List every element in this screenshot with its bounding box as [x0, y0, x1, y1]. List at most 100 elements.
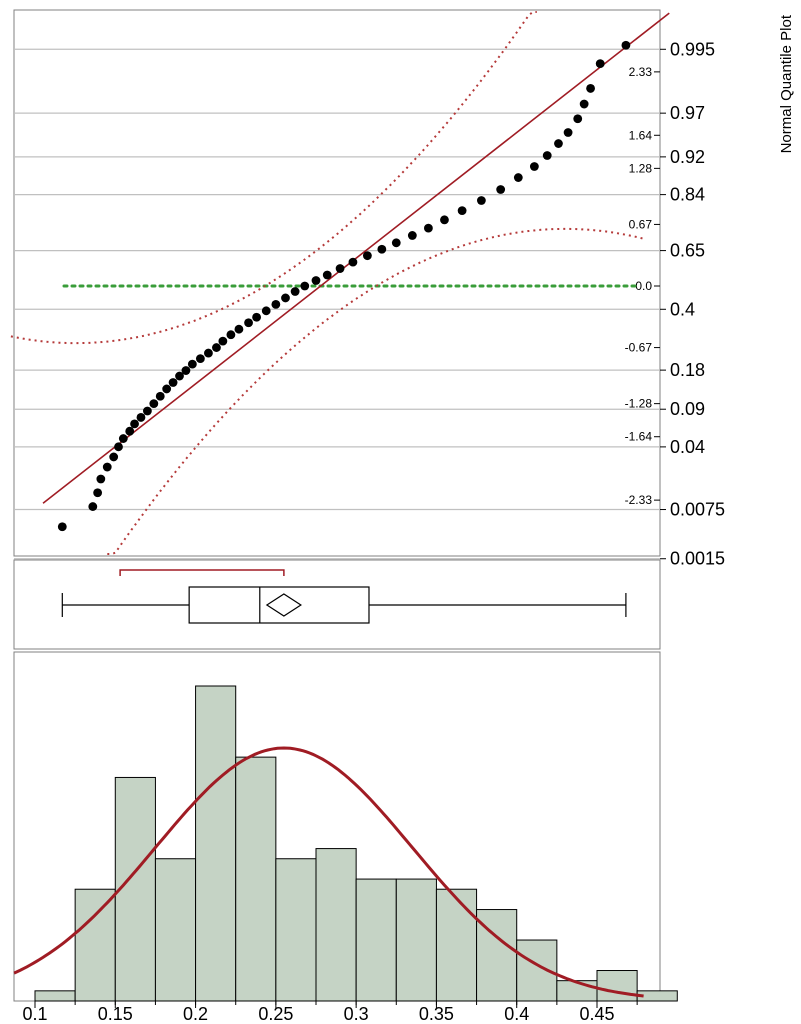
histogram-bar [74, 888, 116, 1002]
quantile-point [195, 354, 205, 364]
z-tick-label: 1.64 [629, 128, 653, 142]
histogram-bar [34, 990, 76, 1002]
z-tick-label: -1.28 [625, 397, 653, 411]
quantile-point [88, 502, 98, 511]
quantile-point [621, 40, 631, 50]
quantile-point [348, 257, 358, 267]
quantile-point [204, 348, 213, 358]
quantile-point [168, 378, 178, 387]
quantile-point [155, 391, 165, 401]
quantile-point [322, 270, 332, 280]
quantile-point [244, 318, 253, 328]
quantile-point [513, 173, 523, 182]
histogram-bar [154, 858, 197, 1002]
box-plot-panel [13, 559, 661, 650]
probability-tick-label: 0.995 [670, 39, 715, 59]
quantile-point [125, 426, 135, 436]
quantile-point [300, 281, 310, 291]
x-axis: 0.1 0.15 0.2 0.25 0.3 0.35 0.4 0.45 [22, 1001, 638, 1024]
x-tick-label: 0.15 [98, 1004, 133, 1024]
quantile-point [93, 488, 103, 498]
quantile-point [149, 399, 159, 409]
quantile-point [496, 185, 506, 194]
quantile-point [476, 196, 486, 205]
quantile-point [136, 413, 146, 422]
quantile-point [271, 299, 281, 309]
probability-tick-label: 0.4 [670, 299, 695, 319]
quantile-point [212, 343, 221, 352]
z-tick-label: -1.64 [625, 430, 653, 444]
probability-tick-label: 0.04 [670, 437, 705, 457]
quantile-point [290, 287, 300, 296]
z-tick-label: 2.33 [629, 65, 653, 79]
x-tick-label: 0.3 [344, 1004, 369, 1024]
probability-tick-label: 0.0015 [670, 549, 725, 569]
z-tick-label: -2.33 [625, 493, 653, 507]
z-tick-label: 1.28 [629, 161, 653, 175]
quantile-point [586, 84, 595, 93]
quantile-point [109, 452, 119, 462]
quantile-point [529, 162, 539, 171]
quantile-point [143, 406, 152, 416]
quantile-point [252, 312, 261, 322]
probability-tick-label: 0.97 [670, 103, 705, 123]
histogram-bar [315, 848, 357, 1002]
quantile-point [440, 215, 449, 225]
histogram-bar [235, 756, 277, 1002]
z-tick-label: -0.67 [625, 341, 653, 355]
quantile-point [554, 139, 563, 148]
quantile-point [579, 99, 589, 109]
quantile-point [57, 522, 67, 532]
x-tick-label: 0.35 [419, 1004, 454, 1024]
z-tick-label: 0.0 [635, 279, 652, 293]
box-plot-frame [13, 559, 661, 650]
probability-tick-label: 0.09 [670, 399, 705, 419]
quantile-point [261, 306, 271, 316]
quantile-point [563, 128, 573, 137]
histogram-bar [435, 888, 478, 1002]
shortest-half-bracket [119, 569, 285, 576]
quantile-point [391, 238, 401, 248]
histogram-panel [13, 651, 678, 1002]
quantile-point [457, 206, 467, 216]
probability-tick-label: 0.92 [670, 147, 705, 167]
x-tick-label: 0.45 [579, 1004, 614, 1024]
quantile-point [226, 330, 236, 340]
quantile-point [181, 366, 191, 375]
quantile-point [335, 264, 345, 273]
histogram-bar [355, 878, 397, 1002]
quantile-point [234, 324, 244, 334]
quantile-plot-panel: 0.9950.970.920.840.650.40.180.090.040.00… [10, 9, 725, 569]
mean-diamond [265, 593, 302, 617]
quantile-point [595, 59, 605, 69]
probability-tick-label: 0.0075 [670, 500, 725, 520]
quantile-point [542, 151, 552, 160]
quantile-point [218, 336, 228, 346]
quantile-point [362, 251, 372, 261]
quantile-point [162, 384, 172, 394]
normal-density-curve [13, 746, 644, 998]
x-tick-label: 0.1 [22, 1004, 47, 1024]
quantile-point [424, 223, 433, 233]
quantile-point [130, 419, 139, 429]
quantile-point [114, 442, 123, 452]
quantile-point [187, 359, 197, 369]
x-tick-label: 0.4 [504, 1004, 529, 1024]
probability-tick-label: 0.18 [670, 360, 705, 380]
histogram-bar [114, 776, 156, 1002]
quantile-point [573, 114, 583, 124]
x-tick-label: 0.2 [183, 1004, 208, 1024]
z-tick-label: 0.67 [629, 217, 653, 231]
quantile-point [281, 293, 290, 303]
normal-fit-line [42, 12, 670, 504]
x-tick-label: 0.25 [258, 1004, 293, 1024]
histogram-bar [395, 878, 437, 1002]
probability-tick-label: 0.84 [670, 185, 705, 205]
quantile-point [407, 231, 417, 240]
histogram-bar [596, 970, 638, 1002]
quantile-point [96, 474, 106, 484]
quantile-point [311, 276, 321, 285]
quantile-point [118, 434, 128, 443]
histogram-bar [195, 685, 237, 1002]
